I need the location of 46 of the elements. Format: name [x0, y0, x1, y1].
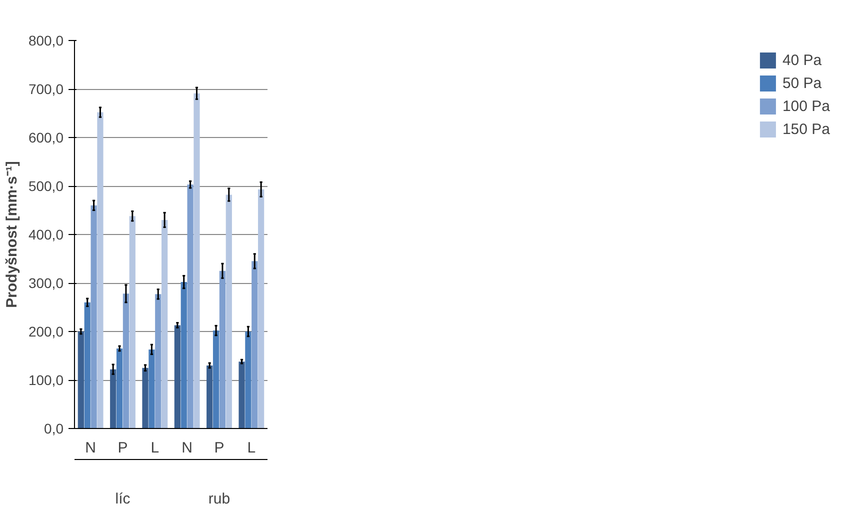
x-tick-label: P — [214, 440, 224, 456]
y-tick-label: 300,0 — [28, 275, 64, 291]
x-tick-label: L — [150, 440, 160, 456]
bar — [110, 369, 116, 428]
bar — [116, 348, 123, 428]
bar — [122, 294, 130, 428]
bar — [212, 330, 220, 428]
bar — [155, 294, 162, 428]
y-tick-label: 400,0 — [28, 226, 64, 242]
bar — [84, 302, 90, 428]
legend-label: 50 Pa — [782, 74, 822, 92]
text: líc — [115, 490, 131, 508]
bar — [148, 349, 155, 428]
bar — [252, 261, 258, 428]
bar — [194, 93, 200, 428]
legend-label: 100 Pa — [782, 98, 830, 114]
legend-label: 40 Pa — [782, 52, 822, 68]
bar — [97, 112, 104, 428]
bar — [129, 216, 136, 428]
bar — [258, 189, 264, 428]
y-tick-label: 500,0 — [28, 178, 64, 194]
bar — [187, 184, 194, 428]
y-tick-label: 600,0 — [28, 130, 64, 146]
y-tick-label: 800,0 — [28, 32, 64, 48]
y-tick-label: 700,0 — [28, 81, 64, 97]
text: rub — [208, 490, 230, 508]
x-tick-label: N — [85, 440, 96, 456]
x-tick-label: P — [118, 440, 128, 456]
x-tick-label: N — [182, 440, 193, 456]
x-tick-label: L — [247, 440, 256, 456]
bar — [162, 220, 168, 428]
bar — [219, 270, 226, 428]
bar — [238, 362, 245, 428]
bar — [206, 365, 213, 428]
bar — [180, 282, 187, 428]
y-tick-label: 200,0 — [28, 324, 64, 340]
legend-label: 150 Pa — [782, 120, 830, 138]
bar — [226, 194, 232, 428]
bar — [78, 332, 84, 428]
bar — [90, 205, 97, 428]
y-tick-label: 100,0 — [28, 372, 64, 388]
y-tick-label: 0,0 — [44, 420, 64, 436]
bar — [174, 325, 180, 428]
y-axis-title: Prodyšnost [mm·s⁻¹] — [3, 161, 20, 308]
bar — [142, 368, 148, 428]
bar — [245, 332, 252, 428]
